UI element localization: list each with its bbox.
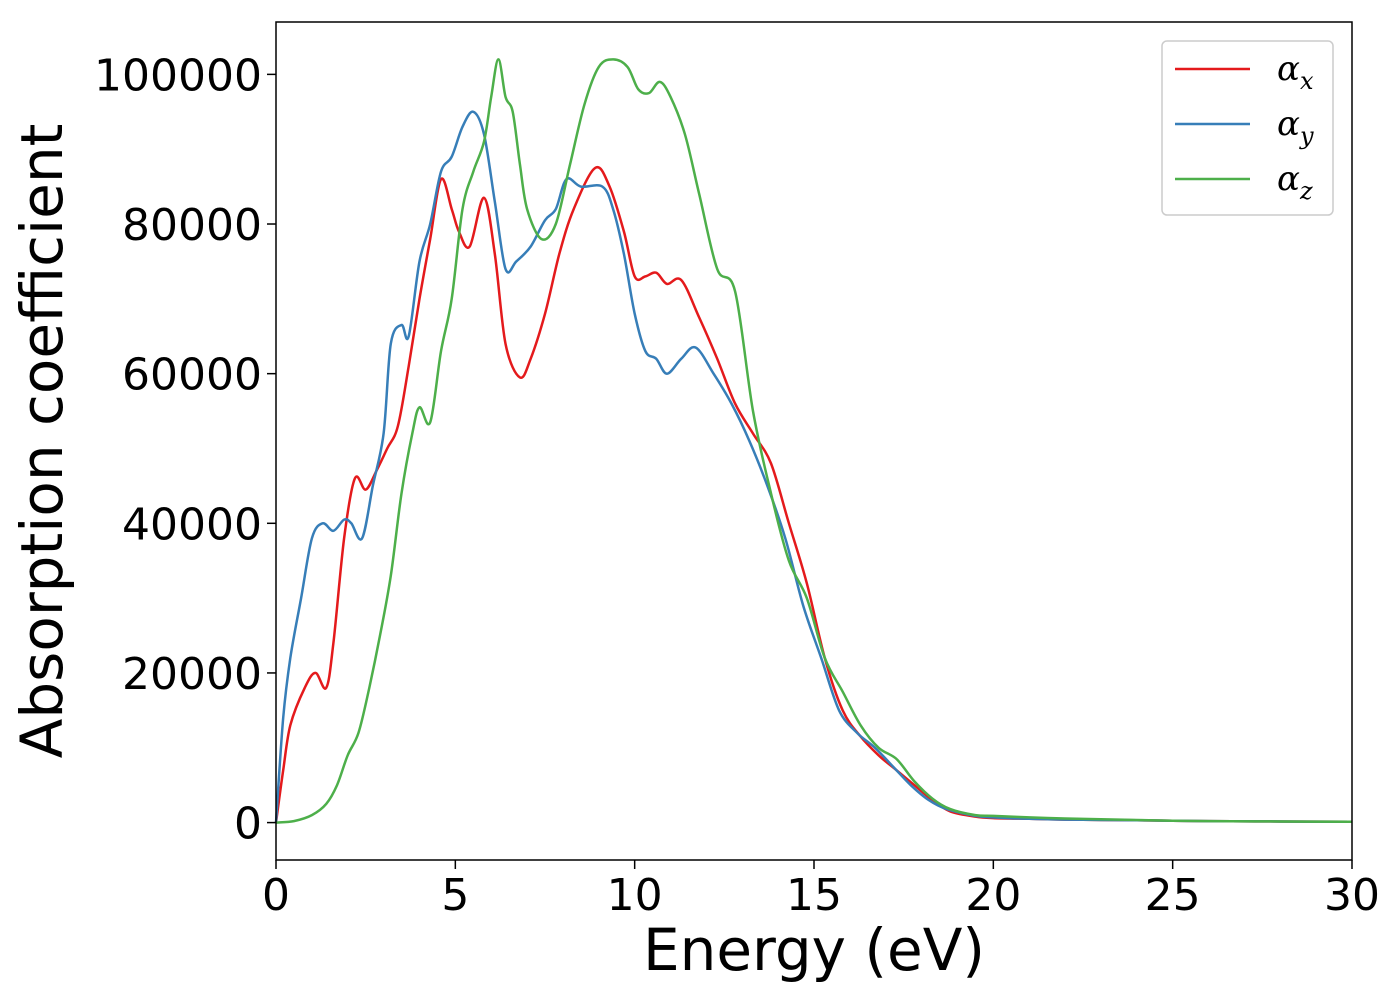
legend-symbol: α [1277,49,1300,89]
x-tick-label: 0 [262,870,290,921]
x-tick-label: 5 [441,870,469,921]
plot-frame [275,21,1353,861]
y-tick-label: 60000 [122,350,262,401]
legend-symbol: α [1277,104,1300,144]
x-axis-ticks: 0 5 10 15 20 25 30 [262,860,1380,921]
y-tick-label: 0 [234,799,262,850]
series-line-z [275,58,1353,824]
x-tick-label: 20 [965,870,1021,921]
x-tick-label: 10 [607,870,663,921]
y-tick-label: 100000 [94,50,262,101]
series-line-y [274,110,1353,824]
x-axis-title: Energy (eV) [643,916,985,984]
legend-subscript: y [1299,122,1314,150]
legend-box [1161,40,1334,216]
x-tick-label: 25 [1145,870,1201,921]
y-axis-ticks: 0 20000 40000 60000 80000 100000 [94,50,276,850]
legend-label-y: αy [1277,104,1314,150]
x-tick-label: 15 [786,870,842,921]
legend-label-x: αx [1277,49,1314,95]
legend-symbol: α [1277,159,1300,199]
legend-subscript: x [1300,67,1314,95]
legend-subscript: z [1299,177,1313,205]
series-lines [274,58,1353,824]
x-tick-label: 30 [1324,870,1380,921]
y-tick-label: 40000 [122,499,262,550]
y-axis-title: Absorption coefficient [8,124,76,759]
legend-label-z: αz [1277,159,1313,205]
y-tick-label: 80000 [122,200,262,251]
y-tick-label: 20000 [122,649,262,700]
